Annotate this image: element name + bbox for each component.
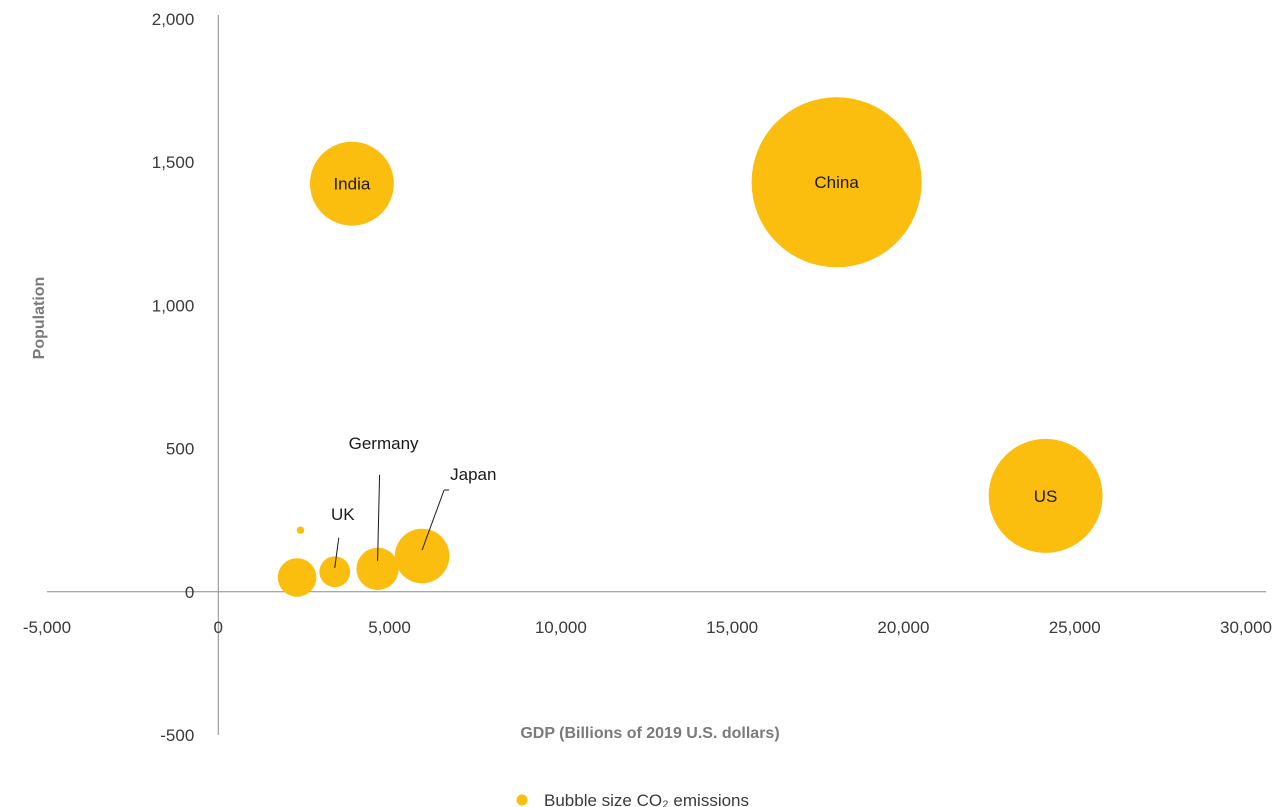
bubble-label: India [333,175,370,194]
y-tick-label: 500 [166,440,194,459]
bubble [988,438,1103,553]
bubble [751,97,922,268]
x-tick-label: 0 [214,618,223,637]
bubble-label: Japan [450,465,496,484]
bubble [277,558,317,597]
x-tick-label: 25,000 [1049,618,1101,637]
x-tick-label: 30,000 [1220,618,1272,637]
x-tick-label: 5,000 [368,618,411,637]
bubble [319,556,351,588]
bubble [394,528,450,584]
legend-label: Bubble size CO₂ emissions [544,791,749,807]
x-tick-label: 10,000 [535,618,587,637]
y-tick-label: 1,000 [152,296,195,315]
bubble-label: Germany [349,434,419,453]
callout-line [421,489,445,551]
x-tick-label: 15,000 [706,618,758,637]
bubbles [277,97,1103,597]
bubble [296,526,305,534]
y-tick-label: 1,500 [152,153,195,172]
y-tick-label: 0 [185,583,194,602]
x-axis-title: GDP (Billions of 2019 U.S. dollars) [520,725,779,742]
axes [47,15,1266,735]
bubble [309,141,394,226]
bubble [356,547,399,591]
bubble-labels: China US India Japan Germany UK [331,173,1057,568]
legend-bubble-icon [516,794,528,806]
legend: Bubble size CO₂ emissions [516,791,749,807]
x-tick-label: -5,000 [23,618,71,637]
x-tick-label: 20,000 [877,618,929,637]
bubble-label: UK [331,505,355,524]
tick-labels: -5,000 0 5,000 10,000 15,000 20,000 25,000 30,0… [23,10,1272,745]
y-axis-title: Population [31,277,48,360]
callout-line [377,474,381,561]
y-tick-label: 2,000 [152,10,195,29]
bubble-label: China [814,173,859,192]
bubble-label: US [1034,487,1058,506]
y-tick-label: -500 [160,726,194,745]
callout-line [334,537,340,568]
